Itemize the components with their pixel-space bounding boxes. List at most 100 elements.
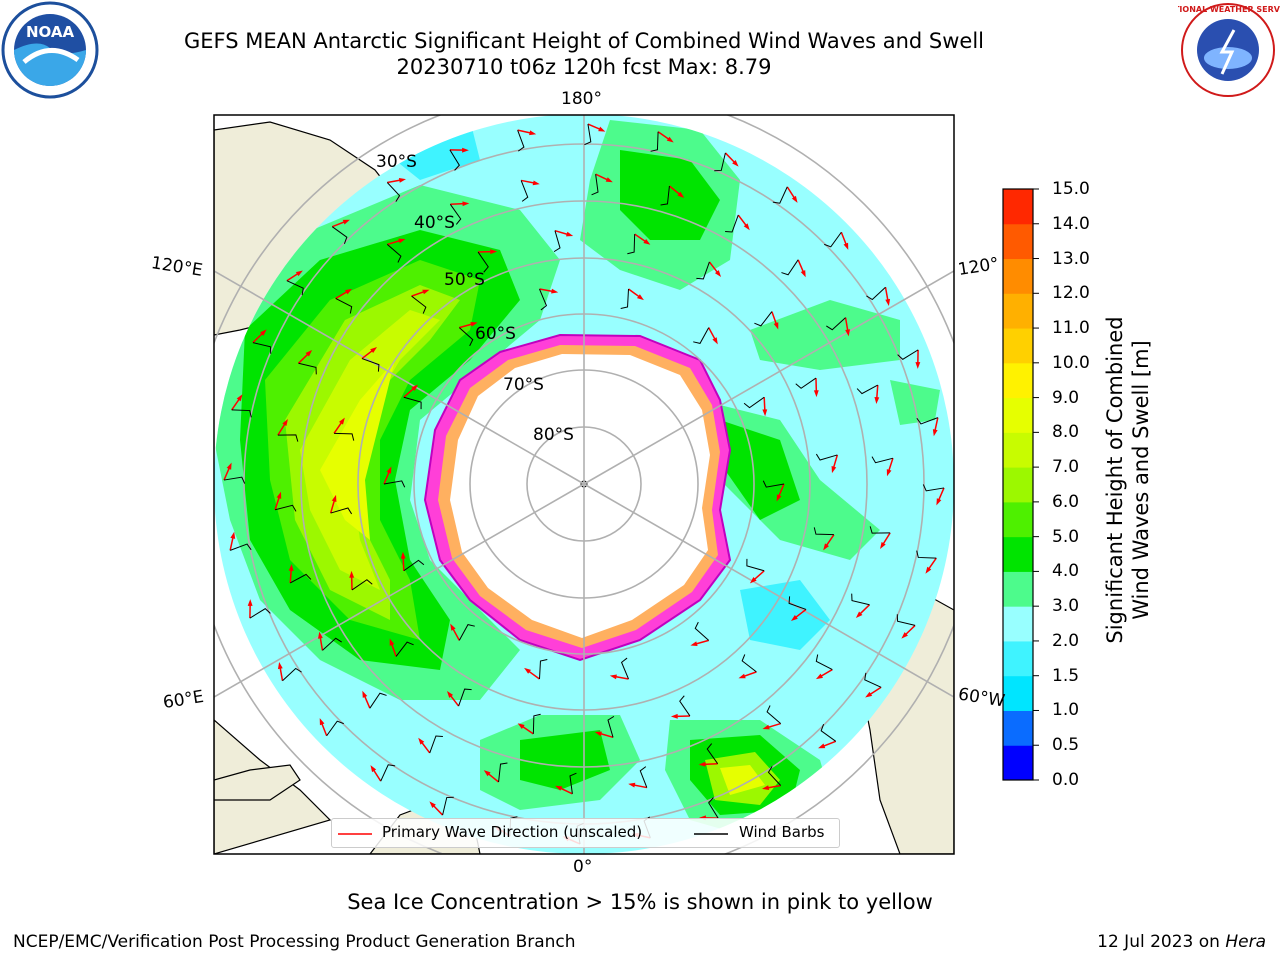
wind-barb [517,129,525,152]
wind-barb [386,244,402,263]
colorbar-tick-label: 11.0 [1052,318,1090,339]
colorbar-tick-label: 6.0 [1052,491,1080,512]
colorbar-segment [1003,571,1033,607]
wave-direction-arrowhead [714,270,722,278]
wind-barb [650,131,659,152]
wave-direction-arrow [411,290,426,297]
wind-barb [386,182,401,202]
wave-direction-arrowhead [462,201,470,207]
lat-label-60: 60°S [475,324,516,344]
colorbar [1002,188,1039,781]
wind-barb [813,527,834,536]
wave-direction-arrow [363,695,371,709]
wave-direction-arrowhead [524,667,531,674]
wave-direction-arrowhead [690,641,698,647]
wave-direction-arrow [331,220,346,228]
wave-direction-arrow [840,231,848,246]
sea-ice-note: Sea Ice Concentration > 15% is shown in … [347,890,933,914]
wave-direction-arrowhead [386,466,392,474]
wave-direction-arrowhead [886,469,892,477]
wave-direction-arrow [868,686,882,696]
wind-barb [334,432,355,441]
legend-wind-barbs: Wind Barbs [739,823,825,841]
wind-barb [539,288,548,311]
wind-barb [249,608,271,619]
colorbar-segment [1003,397,1033,433]
wave-direction-arrow [320,722,328,737]
wind-barb [286,280,304,296]
wind-barb [520,180,529,202]
wind-barb [746,558,765,572]
wave-direction-arrow [882,532,891,546]
wind-wave-vectors [223,123,945,845]
wind-barb [326,720,344,737]
antarctica [423,333,732,662]
wave-direction-arrow [554,229,569,236]
wave-direction-arrowhead [517,723,525,730]
wave-direction-arrow [668,185,681,196]
wave-direction-arrowhead [738,673,746,679]
wave-direction-arrow [708,327,717,341]
wave-direction-arrowhead [818,743,826,749]
wave-direction-arrowhead [411,384,419,391]
wave-direction-arrow [521,179,536,184]
wind-barb [824,231,842,248]
wave-direction-arrowhead [277,662,283,670]
wind-barb [714,152,726,172]
wave-direction-arrow [383,470,391,485]
wind-barb [815,654,833,670]
wave-direction-arrowhead [813,390,819,398]
wind-barb [331,226,348,244]
wave-direction-arrowhead [362,690,368,698]
colorbar-tick-label: 2.0 [1052,630,1080,651]
wave-direction-arrow [252,332,264,344]
wave-direction-arrowhead [349,570,355,578]
wind-barb [411,295,427,314]
wave-direction-arrowhead [915,362,921,369]
colorbar-tick-label: 9.0 [1052,387,1080,408]
wave-direction-arrowhead [637,294,644,301]
wind-barb [553,230,561,253]
wave-direction-arrow [724,152,736,164]
colorbar-segment [1003,362,1033,399]
wind-barb [289,573,312,584]
colorbar-tick-label: 8.0 [1052,422,1080,443]
wave-direction-arrow [634,233,647,243]
wave-direction-arrowhead [823,543,830,551]
svg-text:NOAA: NOAA [26,23,75,41]
colorbar-segment [1003,536,1033,572]
wave-direction-arrow [825,534,835,547]
wind-barb [871,456,894,464]
wind-barb [620,657,629,680]
wind-barb [922,484,945,492]
wind-barb [627,234,636,255]
wind-barb [916,550,937,559]
wind-barb [706,743,719,764]
wind-barb [607,715,615,738]
wave-direction-arrowhead [598,126,606,132]
wave-direction-arrowhead [845,329,850,337]
wave-direction-arrow [737,214,748,227]
wave-direction-arrow [927,557,937,571]
wave-direction-arrow [450,202,465,206]
wave-direction-arrowhead [762,409,768,417]
wind-barb [569,772,577,794]
wind-barb [277,434,299,442]
wave-direction-arrow [231,397,241,411]
wind-barb [369,692,387,709]
wind-barb [856,384,879,395]
wind-barb [743,396,765,409]
colorbar-tick-label: 3.0 [1052,596,1080,617]
wave-direction-arrowhead [344,288,353,295]
lat-label-80: 80°S [533,425,574,445]
wave-direction-arrow [527,670,540,680]
noaa-logo: NOAA [0,0,104,104]
colorbar-tick-label: 10.0 [1052,352,1090,373]
wind-barb [322,637,342,651]
wave-direction-arrowhead [815,673,824,680]
wave-direction-arrowhead [389,638,395,646]
wave-direction-arrow [887,457,894,472]
wave-direction-arrow [628,288,641,298]
wave-direction-arrowhead [483,770,491,777]
wave-direction-arrow [794,608,807,619]
